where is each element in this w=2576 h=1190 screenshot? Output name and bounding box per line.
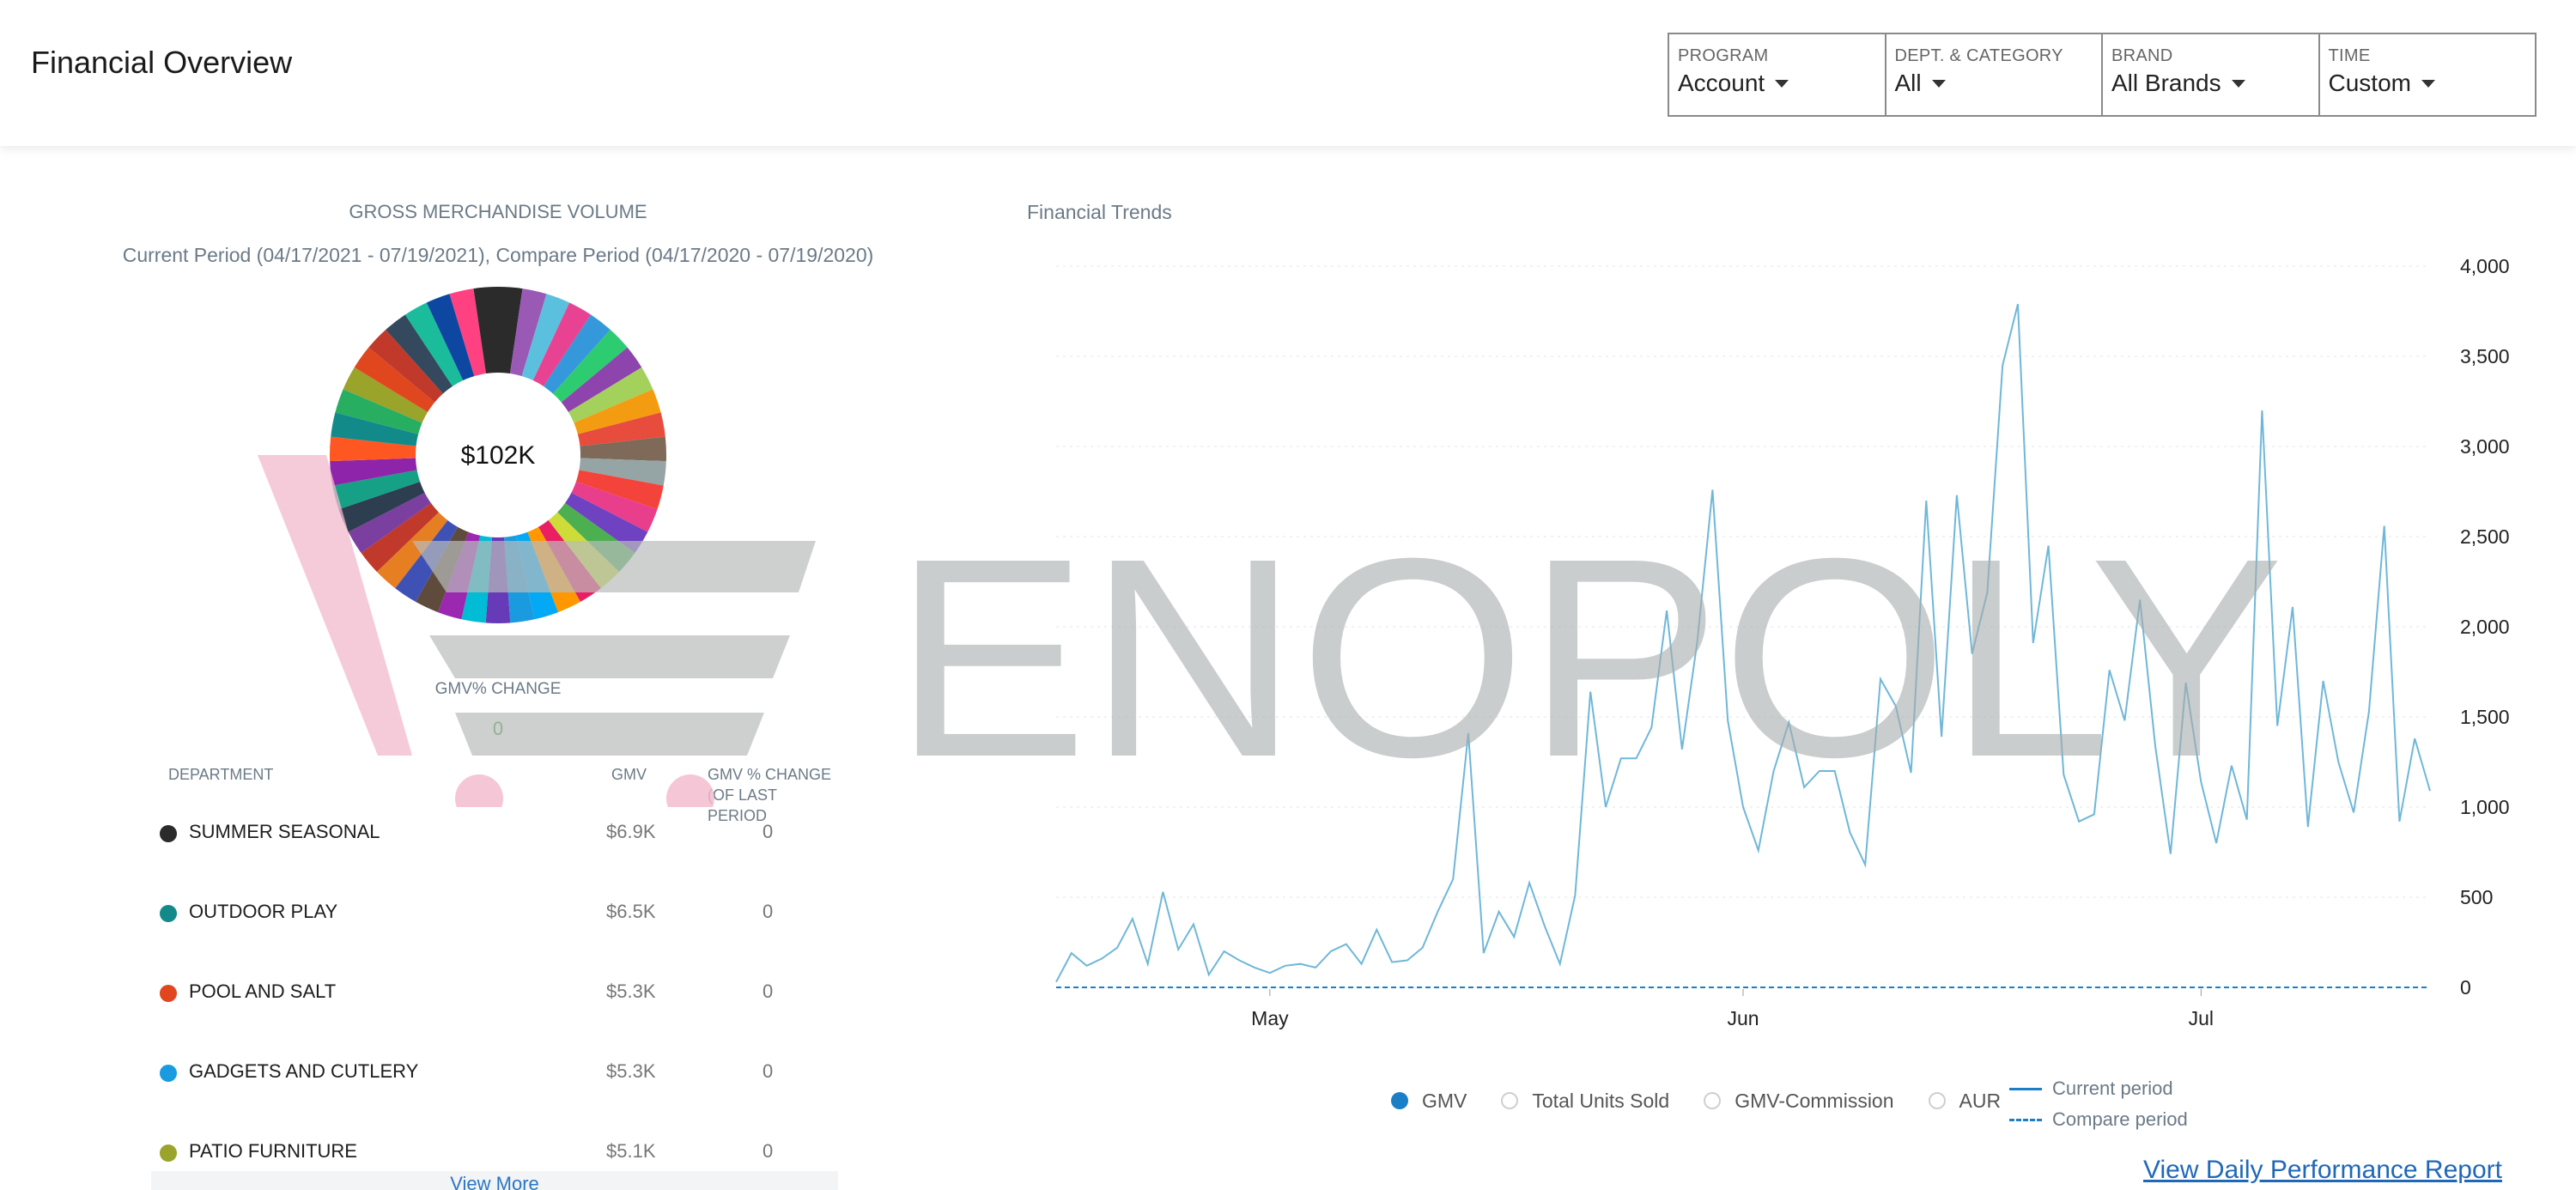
dept-category-filter-value: All [1894,70,1922,96]
solid-line-icon [2009,1087,2042,1090]
table-row[interactable]: POOL AND SALT $5.3K 0 [151,974,838,1025]
department-gmv: $5.3K [606,981,656,1002]
department-gmv-change: 0 [762,1140,774,1162]
financial-trends-title: Financial Trends [1027,201,1172,223]
gmv-change-header-line1: GMV % CHANGE [708,766,832,783]
current-period-legend: Current period [2009,1073,2188,1104]
y-tick-label: 1,500 [2460,706,2510,728]
gmv-change-header-line2: (OF LAST PERIOD [708,786,777,824]
current-period-line [1055,303,2431,983]
caret-down-icon [1775,79,1789,88]
department-color-dot [160,1144,177,1162]
dashed-line-icon [2009,1118,2042,1121]
gmv-option[interactable]: GMV [1391,1090,1467,1113]
total-units-sold-label: Total Units Sold [1532,1089,1670,1112]
gmv-change-label: GMV% CHANGE [434,680,562,698]
gmv-period-subtitle: Current Period (04/17/2021 - 07/19/2021)… [122,244,874,266]
caret-down-icon [1931,79,1946,88]
gmv-option-label: GMV [1422,1089,1467,1112]
brand-filter-label: BRAND [2111,46,2173,65]
program-filter[interactable]: PROGRAM Account [1669,34,1886,115]
department-color-dot [160,985,177,1002]
radio-icon [1704,1092,1722,1109]
time-filter-label: TIME [2328,46,2371,65]
department-gmv-change: 0 [762,981,774,1002]
aur-option-label: AUR [1959,1089,2002,1112]
department-name: SUMMER SEASONAL [189,821,380,842]
y-tick-label: 4,000 [2460,255,2510,277]
department-gmv: $5.1K [606,1140,656,1162]
aur-option[interactable]: AUR [1928,1089,2002,1113]
department-gmv: $6.9K [606,821,656,842]
radio-icon [1391,1092,1408,1109]
department-color-dot [160,905,177,922]
gmv-change-header: GMV % CHANGE (OF LAST PERIOD [708,764,838,826]
compare-period-legend: Compare period [2009,1104,2188,1135]
radio-icon [1928,1092,1946,1109]
department-gmv-change: 0 [762,1060,774,1082]
table-row[interactable]: PATIO FURNITURE $5.1K 0 [151,1133,838,1185]
gmv-header: GMV [611,766,647,783]
compare-period-label: Compare period [2052,1108,2188,1130]
gmv-change-value: 0 [492,718,504,739]
department-name: POOL AND SALT [189,981,337,1002]
time-filter[interactable]: TIME Custom [2320,34,2536,115]
y-tick-label: 0 [2460,976,2471,999]
department-color-dot [160,1065,177,1082]
table-row[interactable]: SUMMER SEASONAL $6.9K 0 [151,814,838,865]
y-tick-label: 3,000 [2460,435,2510,458]
program-filter-label: PROGRAM [1678,46,1769,65]
metric-selector: GMV Total Units Sold GMV-Commission AUR [1391,1084,2035,1118]
brand-filter-value: All Brands [2111,70,2221,96]
y-tick-label: 500 [2460,886,2493,908]
radio-icon [1501,1092,1519,1109]
brand-filter[interactable]: BRAND All Brands [2103,34,2320,115]
department-header: DEPARTMENT [168,766,274,783]
y-tick-label: 2,000 [2460,616,2510,638]
gmv-total: $102K [461,441,536,470]
table-row[interactable]: GADGETS AND CUTLERY $5.3K 0 [151,1053,838,1105]
department-gmv: $6.5K [606,901,656,922]
page-title: Financial Overview [31,45,293,80]
view-more-link[interactable]: View More [151,1171,838,1190]
page-header: Financial Overview PROGRAM Account DEPT.… [0,0,2576,146]
gmv-commission-option[interactable]: GMV-Commission [1704,1089,1894,1113]
department-table: DEPARTMENT GMV GMV % CHANGE (OF LAST PER… [151,762,838,1190]
table-row[interactable]: OUTDOOR PLAY $6.5K 0 [151,894,838,945]
financial-trends-chart: 05001,0001,5002,0002,5003,0003,5004,000 … [1055,255,2510,1029]
view-daily-performance-report-link[interactable]: View Daily Performance Report [2143,1156,2502,1184]
period-legend: Current period Compare period [2009,1073,2188,1135]
department-name: GADGETS AND CUTLERY [189,1060,419,1082]
dept-category-filter[interactable]: DEPT. & CATEGORY All [1886,34,2103,115]
caret-down-icon [2231,79,2245,88]
program-filter-value: Account [1678,70,1765,96]
donut-hole [416,373,580,537]
total-units-sold-option[interactable]: Total Units Sold [1501,1090,1669,1113]
gmv-commission-label: GMV-Commission [1735,1089,1894,1112]
department-gmv-change: 0 [762,821,774,842]
y-tick-label: 1,000 [2460,796,2510,818]
department-gmv: $5.3K [606,1060,656,1082]
department-color-dot [160,825,177,842]
time-filter-value: Custom [2328,70,2411,96]
caret-down-icon [2421,79,2435,88]
department-gmv-change: 0 [762,901,774,922]
current-period-label: Current period [2052,1078,2173,1099]
department-name: PATIO FURNITURE [189,1140,357,1162]
gmv-donut-chart[interactable]: $102K [326,283,670,627]
dept-category-filter-label: DEPT. & CATEGORY [1894,46,2063,65]
y-tick-label: 2,500 [2460,525,2510,548]
x-tick-label: Jul [2189,1007,2214,1029]
filter-bar: PROGRAM Account DEPT. & CATEGORY All BRA… [1668,33,2537,117]
y-tick-label: 3,500 [2460,345,2510,367]
x-tick-label: May [1251,1007,1289,1029]
x-tick-label: Jun [1727,1007,1759,1029]
department-name: OUTDOOR PLAY [189,901,338,922]
gmv-title: GROSS MERCHANDISE VOLUME [349,201,647,222]
watermark-grey-bar [429,635,790,678]
